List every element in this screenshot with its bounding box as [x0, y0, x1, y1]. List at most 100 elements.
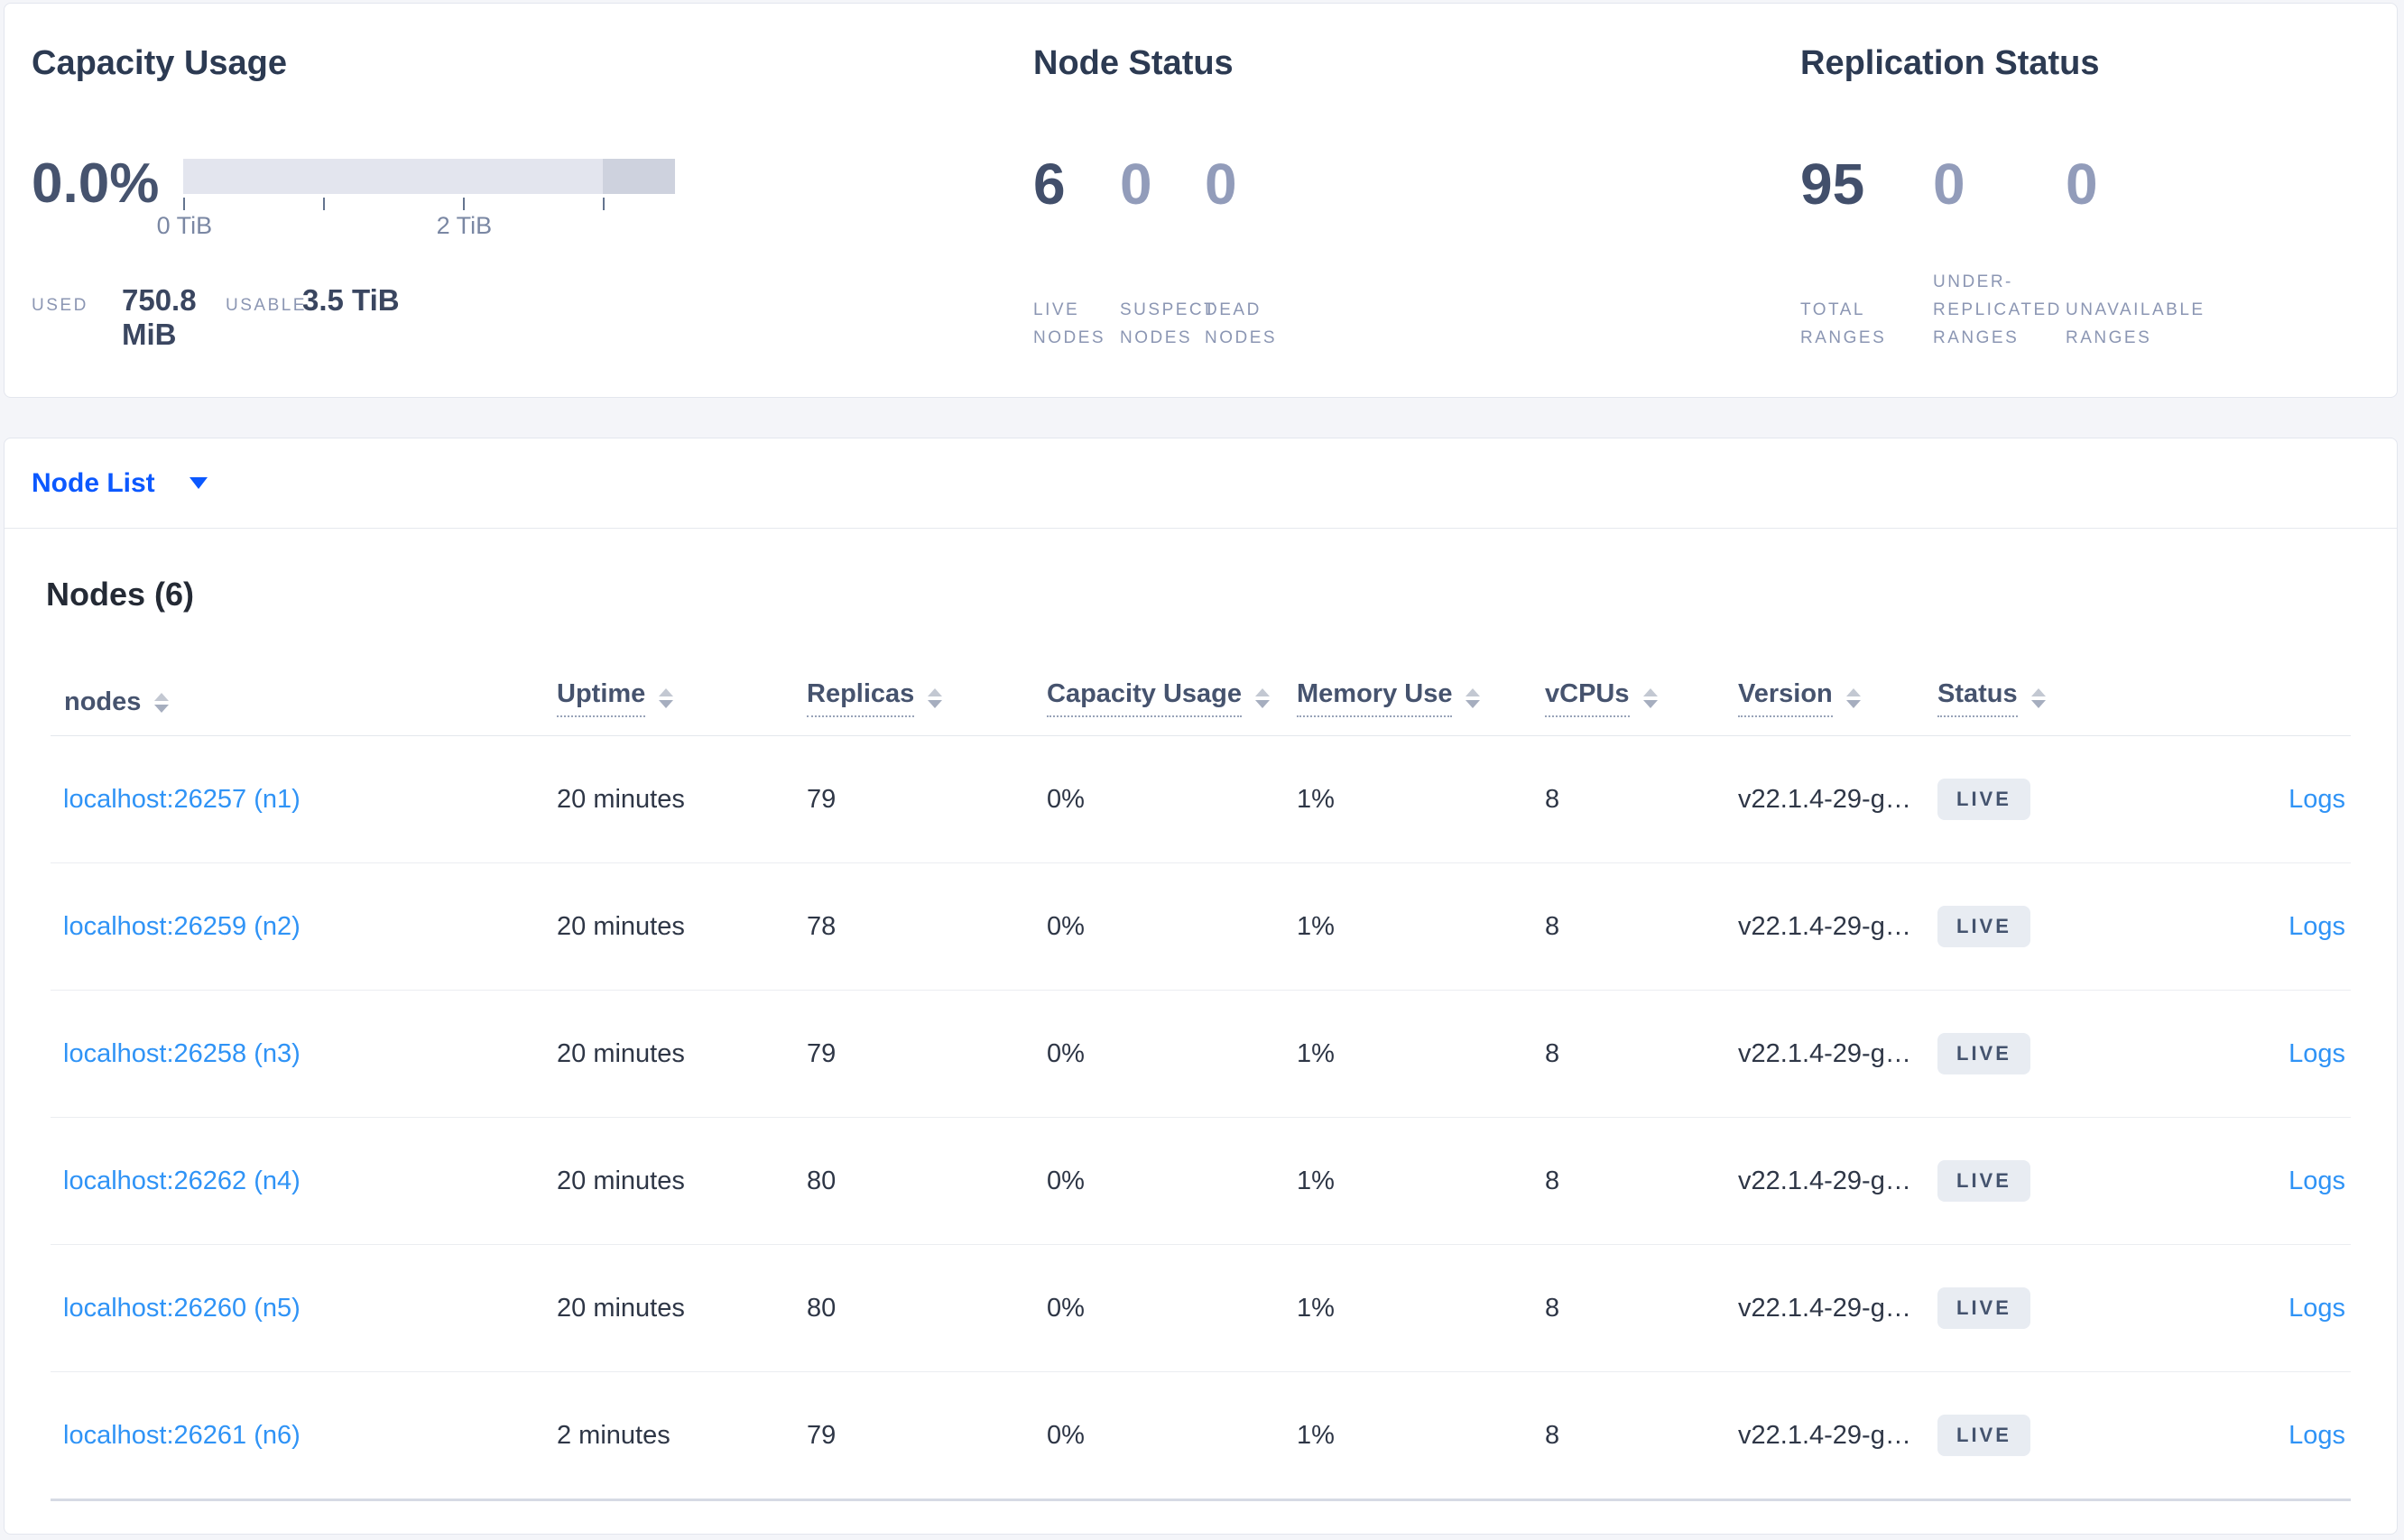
capacity-axis-label-0: 0 TiB	[156, 212, 213, 239]
node-list-header: Node List	[5, 438, 2397, 529]
column-header-uptime[interactable]: Uptime	[557, 679, 807, 717]
table-row: localhost:26259 (n2) 20 minutes 78 0% 1%…	[51, 863, 2351, 991]
vcpus-cell: 8	[1545, 1166, 1560, 1195]
node-list-card: Node List Nodes (6) nodes Uptime Replica…	[4, 438, 2398, 1535]
version-cell: v22.1.4-29-g…	[1738, 1293, 1911, 1323]
node-link[interactable]: localhost:26262 (n4)	[63, 1166, 300, 1195]
replication-status-title: Replication Status	[1800, 44, 2100, 82]
logs-link[interactable]: Logs	[2288, 1166, 2345, 1195]
vcpus-cell: 8	[1545, 1293, 1560, 1323]
uptime-cell: 20 minutes	[557, 1038, 685, 1068]
dead-nodes-stat: 0 DEAD NODES	[1205, 155, 1367, 352]
suspect-nodes-stat: 0 SUSPECT NODES	[1120, 152, 1214, 352]
status-badge: LIVE	[1937, 906, 2030, 947]
chevron-down-icon	[189, 477, 208, 489]
node-link[interactable]: localhost:26259 (n2)	[63, 911, 300, 941]
version-cell: v22.1.4-29-g…	[1738, 911, 1911, 941]
uptime-cell: 20 minutes	[557, 784, 685, 814]
memory-cell: 1%	[1297, 1038, 1335, 1068]
column-header-status[interactable]: Status	[1937, 679, 2126, 717]
uptime-cell: 20 minutes	[557, 1293, 685, 1323]
uptime-cell: 20 minutes	[557, 1166, 685, 1195]
node-list-selector-label: Node List	[32, 467, 155, 498]
node-list-view-selector[interactable]: Node List	[32, 468, 208, 499]
node-status-panel: Node Status 6 LIVE NODES 0 SUSPECT NODES…	[1033, 43, 1800, 397]
sort-icon[interactable]	[1642, 688, 1658, 708]
capacity-usage-title: Capacity Usage	[32, 44, 288, 82]
node-status-title: Node Status	[1033, 44, 1234, 82]
column-header-vcpus[interactable]: vCPUs	[1545, 679, 1738, 717]
status-badge: LIVE	[1937, 1160, 2030, 1202]
memory-cell: 1%	[1297, 911, 1335, 941]
vcpus-cell: 8	[1545, 784, 1560, 814]
replicas-cell: 79	[807, 1038, 837, 1068]
under-replicated-ranges-stat: 0 UNDER-REPLICATED RANGES	[1933, 155, 2066, 352]
node-link[interactable]: localhost:26261 (n6)	[63, 1420, 300, 1450]
logs-link[interactable]: Logs	[2288, 1293, 2345, 1323]
sort-icon[interactable]	[1845, 688, 1861, 708]
version-cell: v22.1.4-29-g…	[1738, 784, 1911, 814]
unavailable-ranges-value: 0	[2066, 152, 2098, 217]
sort-icon[interactable]	[928, 688, 943, 708]
under-replicated-ranges-label: UNDER-REPLICATED RANGES	[1933, 272, 2062, 347]
dead-nodes-label: DEAD NODES	[1205, 300, 1278, 347]
under-replicated-ranges-value: 0	[1933, 152, 1965, 217]
node-link[interactable]: localhost:26257 (n1)	[63, 784, 300, 814]
uptime-cell: 20 minutes	[557, 911, 685, 941]
column-header-nodes[interactable]: nodes	[51, 687, 557, 717]
dead-nodes-value: 0	[1205, 152, 1237, 217]
logs-link[interactable]: Logs	[2288, 1420, 2345, 1450]
vcpus-cell: 8	[1545, 1420, 1560, 1450]
logs-link[interactable]: Logs	[2288, 784, 2345, 814]
replicas-cell: 80	[807, 1293, 837, 1323]
status-badge: LIVE	[1937, 1415, 2030, 1456]
sort-icon[interactable]	[154, 692, 170, 713]
table-row: localhost:26260 (n5) 20 minutes 80 0% 1%…	[51, 1245, 2351, 1372]
version-cell: v22.1.4-29-g…	[1738, 1038, 1911, 1068]
capacity-used-percent: 0.0%	[32, 152, 160, 215]
suspect-nodes-value: 0	[1120, 152, 1152, 217]
capacity-cell: 0%	[1047, 1038, 1085, 1068]
sort-icon[interactable]	[659, 688, 674, 708]
sort-icon[interactable]	[1466, 688, 1481, 708]
sort-icon[interactable]	[2030, 688, 2046, 708]
logs-link[interactable]: Logs	[2288, 1038, 2345, 1068]
live-nodes-value: 6	[1033, 152, 1066, 217]
capacity-bar-reserved-segment	[603, 159, 676, 194]
column-header-version[interactable]: Version	[1738, 679, 1937, 717]
capacity-cell: 0%	[1047, 911, 1085, 941]
table-row: localhost:26262 (n4) 20 minutes 80 0% 1%…	[51, 1118, 2351, 1245]
sort-icon[interactable]	[1255, 688, 1270, 708]
capacity-usable-value: 3.5 TiB	[302, 283, 400, 317]
capacity-bar-chart: 0 TiB 2 TiB	[157, 159, 676, 239]
capacity-cell: 0%	[1047, 1166, 1085, 1195]
total-ranges-value: 95	[1800, 152, 1865, 217]
replication-status-panel: Replication Status 95 TOTAL RANGES 0 UND…	[1800, 43, 2397, 397]
memory-cell: 1%	[1297, 1166, 1335, 1195]
replicas-cell: 78	[807, 911, 837, 941]
column-header-replicas[interactable]: Replicas	[807, 679, 1047, 717]
memory-cell: 1%	[1297, 1420, 1335, 1450]
uptime-cell: 2 minutes	[557, 1420, 670, 1450]
node-link[interactable]: localhost:26260 (n5)	[63, 1293, 300, 1323]
replicas-cell: 79	[807, 1420, 837, 1450]
capacity-usable-label: USABLE	[226, 296, 307, 315]
memory-cell: 1%	[1297, 1293, 1335, 1323]
status-badge: LIVE	[1937, 1287, 2030, 1329]
status-badge: LIVE	[1937, 1033, 2030, 1074]
vcpus-cell: 8	[1545, 1038, 1560, 1068]
total-ranges-label: TOTAL RANGES	[1800, 300, 1887, 347]
status-badge: LIVE	[1937, 779, 2030, 820]
logs-link[interactable]: Logs	[2288, 911, 2345, 941]
node-link[interactable]: localhost:26258 (n3)	[63, 1038, 300, 1068]
nodes-section: Nodes (6) nodes Uptime Replicas Capacity…	[5, 577, 2397, 1534]
replicas-cell: 79	[807, 784, 837, 814]
column-header-capacity-usage[interactable]: Capacity Usage	[1047, 679, 1297, 717]
vcpus-cell: 8	[1545, 911, 1560, 941]
capacity-cell: 0%	[1047, 784, 1085, 814]
column-header-memory-use[interactable]: Memory Use	[1297, 679, 1545, 717]
capacity-used-value: 750.8 MiB	[122, 283, 197, 351]
replicas-cell: 80	[807, 1166, 837, 1195]
capacity-used-label: USED	[32, 296, 88, 315]
cluster-summary-panel: Capacity Usage 0.0% 0 TiB 2 TiB	[4, 3, 2398, 398]
